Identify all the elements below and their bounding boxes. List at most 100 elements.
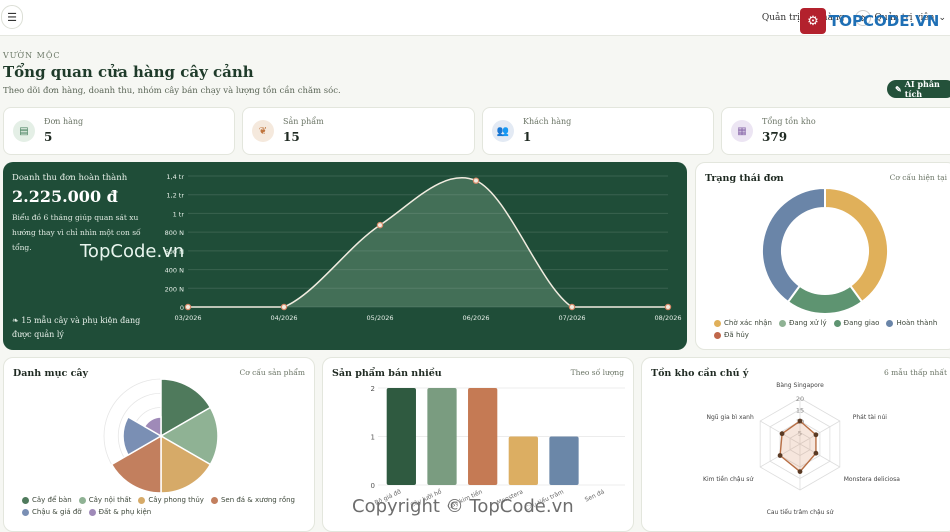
revenue-footer-text: 15 mẫu cây và phụ kiện đang được quản lý <box>12 316 141 339</box>
best-sellers-card: Sản phẩm bán nhiều Theo số lượng 0 1 2 Bộ g… <box>322 357 634 532</box>
legend-swatch <box>88 508 96 516</box>
y-tick-label: 1 tr <box>173 210 185 218</box>
radar-point <box>813 432 819 438</box>
polar-slice <box>122 415 163 457</box>
legend-item[interactable]: Đất & phụ kiện <box>88 508 152 516</box>
legend-swatch <box>78 496 86 504</box>
legend-swatch <box>714 319 721 327</box>
radar-spoke <box>799 420 841 445</box>
legend-item[interactable]: Đã hủy <box>714 331 749 339</box>
stat-label: Khách hàng <box>523 117 572 126</box>
revenue-point <box>664 303 672 311</box>
legend-label: Hoàn thành <box>896 319 938 327</box>
card-title: Sản phẩm bán nhiều <box>332 368 442 379</box>
stat-label: Sản phẩm <box>283 117 324 126</box>
polar-slice <box>110 434 162 494</box>
polar-slice <box>159 406 219 466</box>
revenue-panel: Doanh thu đơn hoàn thành 2.225.000 đ Biể… <box>3 162 687 350</box>
order-status-donut[interactable] <box>696 163 950 313</box>
order-status-legend: Chờ xác nhận Đang xử lý Đang giao Hoàn thàn… <box>714 319 950 339</box>
stat-card-orders[interactable]: ▤ Đơn hàng 5 <box>3 107 235 155</box>
boxes-icon: ▦ <box>731 120 753 142</box>
radar-axis-label: Bàng Singapore <box>776 382 824 389</box>
legend-item[interactable]: Đang xử lý <box>778 319 827 327</box>
revenue-point <box>376 221 384 229</box>
legend-item[interactable]: Cây phong thủy <box>138 496 204 504</box>
x-tick-label: 05/2026 <box>366 314 393 322</box>
page-description: Theo dõi đơn hàng, doanh thu, nhóm cây b… <box>3 86 341 96</box>
legend-item[interactable]: Cây nội thất <box>78 496 131 504</box>
legend-label: Đang giao <box>843 319 880 327</box>
y-tick-label: 2 <box>371 385 375 393</box>
legend-label: Đã hủy <box>724 331 749 339</box>
donut-slice <box>786 284 864 313</box>
radar-axis-label: Kim tiền chậu sứ <box>703 475 754 483</box>
users-icon: 👥 <box>492 120 514 142</box>
card-note: Cơ cấu hiện tại <box>889 173 947 182</box>
legend-label: Đất & phụ kiện <box>98 508 152 516</box>
card-title: Danh mục cây <box>13 368 89 379</box>
stat-label: Đơn hàng <box>44 117 84 126</box>
user-menu[interactable]: ⚙ Quản trị viên ⌄ <box>854 10 946 26</box>
bar <box>386 388 416 485</box>
x-tick-label: 06/2026 <box>462 314 489 322</box>
bar <box>468 388 498 485</box>
user-name: Quản trị viên <box>874 13 935 23</box>
donut-slice <box>824 186 889 304</box>
page-title: Tổng quan cửa hàng cây cảnh <box>3 63 254 81</box>
legend-item[interactable]: Sen đá & xương rồng <box>210 496 295 504</box>
y-tick-label: 200 N <box>165 285 184 293</box>
stat-card-stock[interactable]: ▦ Tổng tồn kho 379 <box>721 107 950 155</box>
legend-item[interactable]: Đang giao <box>833 319 880 327</box>
magic-wand-icon: ✎ <box>895 84 902 94</box>
legend-item[interactable]: Chậu & giá đỡ <box>22 508 82 516</box>
polar-slice <box>160 378 212 438</box>
hamburger-icon[interactable]: ☰ <box>1 5 23 29</box>
leaf-icon: ❧ <box>12 316 19 325</box>
card-title: Tồn kho cần chú ý <box>651 368 749 379</box>
legend-label: Chờ xác nhận <box>724 319 772 327</box>
card-title: Trạng thái đơn <box>705 173 784 184</box>
revenue-area-fill <box>188 177 668 307</box>
stat-value: 1 <box>523 130 532 144</box>
legend-swatch <box>22 508 29 516</box>
revenue-value: 2.225.000 đ <box>12 187 118 206</box>
legend-item[interactable]: Hoàn thành <box>886 319 937 327</box>
revenue-point <box>568 303 576 311</box>
order-status-card: Trạng thái đơn Cơ cấu hiện tại Chờ xác n… <box>695 162 950 350</box>
legend-item[interactable]: Chờ xác nhận <box>714 319 772 327</box>
legend-item[interactable]: Cây để bàn <box>22 496 72 504</box>
polar-slice <box>143 416 162 438</box>
legend-swatch <box>714 331 721 339</box>
ai-analysis-button[interactable]: ✎ AI phân tích <box>887 79 950 99</box>
revenue-label: Doanh thu đơn hoàn thành <box>12 173 128 183</box>
legend-swatch <box>138 496 146 504</box>
stat-card-products[interactable]: ❦ Sản phẩm 15 <box>242 107 475 155</box>
legend-swatch <box>210 496 218 504</box>
legend-swatch <box>886 319 894 327</box>
category-polar-chart[interactable] <box>4 358 316 498</box>
bar <box>549 436 579 485</box>
user-icon: ⚙ <box>854 10 871 26</box>
legend-swatch <box>833 319 841 327</box>
radar-point <box>777 453 783 458</box>
radar-area <box>779 420 817 473</box>
logo-mark-icon: ⚙ <box>800 8 826 34</box>
y-tick-label: 0 <box>180 304 184 312</box>
watermark-center: TopCode.vn <box>80 241 185 262</box>
radar-point <box>797 469 803 474</box>
stat-card-customers[interactable]: 👥 Khách hàng 1 <box>482 107 714 155</box>
radar-point <box>797 418 803 424</box>
legend-label: Chậu & giá đỡ <box>32 508 82 516</box>
top-bar: ☰ Quản trị cửa hàng ⚙ Quản trị viên ⌄ <box>0 0 950 36</box>
ai-analysis-label: AI phân tích <box>904 79 940 99</box>
legend-label: Sen đá & xương rồng <box>220 496 295 504</box>
category-legend: Cây để bàn Cây nội thất Cây phong thủy Sen … <box>22 496 312 516</box>
revenue-area-chart[interactable]: 0 200 N 400 N 600 N 800 N 1 tr 1,2 tr 1,4 tr 03/… <box>163 168 683 344</box>
y-tick-label: 1,4 tr <box>166 173 184 181</box>
card-note: Cơ cấu sản phẩm <box>239 368 305 377</box>
y-tick-label: 800 N <box>165 229 184 237</box>
topcode-logo: ⚙ TOPCODE.VN <box>800 8 939 34</box>
